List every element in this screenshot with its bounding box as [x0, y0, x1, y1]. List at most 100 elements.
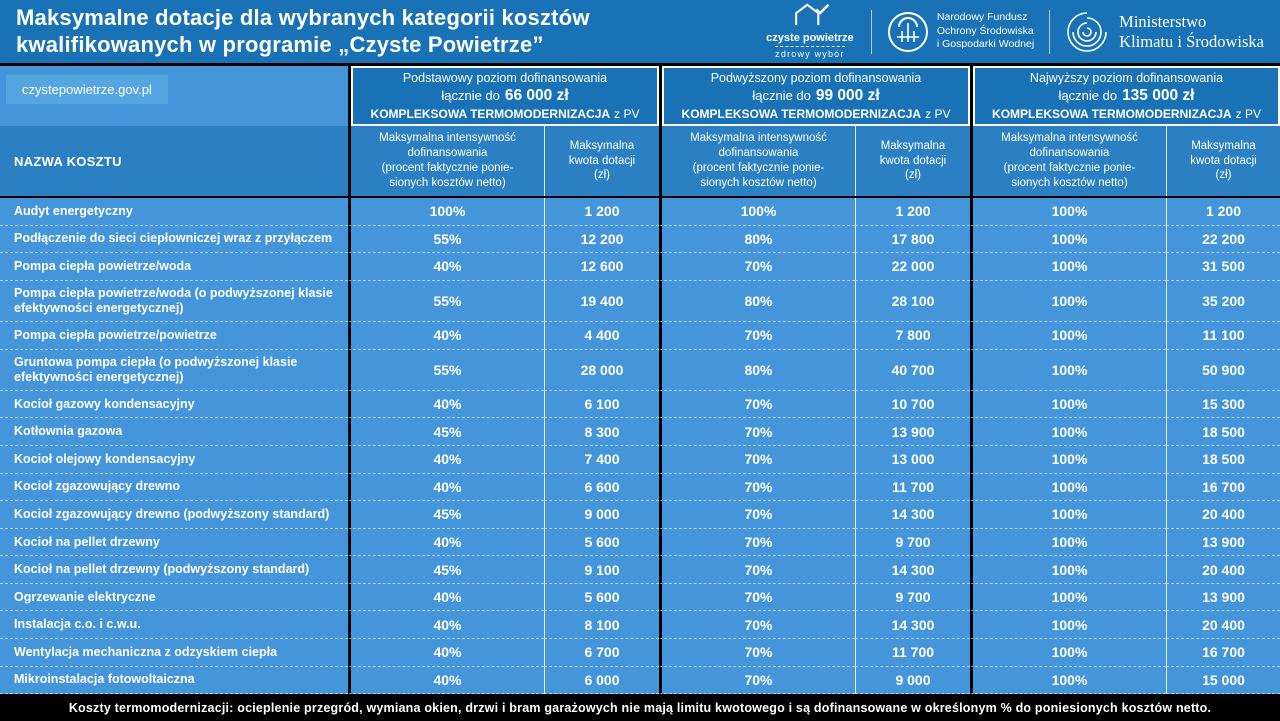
table-row: Pompa ciepła powietrze/woda 40% 12 600 7…: [0, 253, 1280, 281]
intensity-value-cell: 100%: [970, 583, 1166, 612]
cost-name-cell: Instalacja c.o. i c.w.u.: [0, 611, 348, 639]
table-row: Kocioł zgazowujący drewno (podwyższony s…: [0, 501, 1280, 529]
amount-value-cell: 6 000: [544, 666, 659, 695]
nfosigw-emblem-icon: [887, 11, 928, 52]
amount-value-cell: 15 300: [1166, 390, 1280, 419]
header-band: Maksymalne dotacje dla wybranych kategor…: [0, 0, 1280, 66]
amount-value-cell: 6 100: [544, 390, 659, 419]
amount-value-cell: 18 500: [1166, 446, 1280, 474]
logo-group: czyste powietrze zdrowy wybór Narodowy F…: [764, 2, 1264, 62]
intensity-value-cell: 40%: [348, 611, 544, 639]
footer-note: Koszty termomodernizacji: ocieplenie prz…: [0, 694, 1280, 721]
intensity-value-cell: 55%: [348, 280, 544, 323]
intensity-value-cell: 40%: [348, 390, 544, 419]
amount-value-cell: 13 900: [855, 418, 970, 447]
amount-value-cell: 9 100: [544, 556, 659, 584]
table-row: Instalacja c.o. i c.w.u. 40% 8 100 70% 1…: [0, 611, 1280, 639]
cost-name-cell: Mikroinstalacja fotowoltaiczna: [0, 667, 348, 695]
amount-value-cell: 17 800: [855, 225, 970, 254]
gov-link-badge[interactable]: czystepowietrze.gov.pl: [6, 75, 168, 104]
amount-value-cell: 8 100: [544, 611, 659, 639]
cost-name-cell: Kocioł na pellet drzewny: [0, 529, 348, 557]
subheader-amount-highest: Maksymalna kwota dotacji (zł): [1166, 126, 1280, 196]
amount-value-cell: 28 100: [855, 280, 970, 323]
table-row: Kocioł zgazowujący drewno 40% 6 600 70% …: [0, 473, 1280, 502]
table-row: Ogrzewanie elektryczne 40% 5 600 70% 9 7…: [0, 583, 1280, 612]
group-subtitle: KOMPLEKSOWA TERMOMODERNIZACJA: [681, 107, 922, 121]
intensity-value-cell: 100%: [970, 225, 1166, 254]
intensity-value-cell: 100%: [970, 528, 1166, 557]
amount-value-cell: 9 700: [855, 528, 970, 557]
gov-link-area: czystepowietrze.gov.pl: [0, 66, 348, 126]
group-title: Podstawowy poziom dofinansowania: [402, 71, 608, 85]
subheader-intensity-elevated: Maksymalna intensywność dofinansowania (…: [659, 126, 855, 196]
amount-value-cell: 31 500: [1166, 253, 1280, 281]
intensity-value-cell: 40%: [348, 253, 544, 281]
group-title: Podwyższony poziom dofinansowania: [710, 71, 922, 85]
intensity-value-cell: 70%: [659, 501, 855, 529]
amount-value-cell: 5 600: [544, 583, 659, 612]
amount-value-cell: 13 900: [1166, 528, 1280, 557]
cost-name-cell: Gruntowa pompa ciepła (o podwyższonej kl…: [0, 350, 348, 391]
amount-value-cell: 6 700: [544, 638, 659, 667]
amount-value-cell: 22 000: [855, 253, 970, 281]
table-row: Kotłownia gazowa 45% 8 300 70% 13 900 10…: [0, 418, 1280, 447]
group-amount: 99 000 zł: [815, 87, 880, 104]
amount-value-cell: 22 200: [1166, 225, 1280, 254]
amount-value-cell: 40 700: [855, 349, 970, 391]
amount-value-cell: 1 200: [855, 198, 970, 226]
intensity-value-cell: 100%: [970, 611, 1166, 639]
intensity-value-cell: 70%: [659, 556, 855, 584]
intensity-value-cell: 45%: [348, 418, 544, 447]
intensity-value-cell: 80%: [659, 349, 855, 391]
amount-value-cell: 4 400: [544, 322, 659, 350]
cost-name-cell: Kocioł zgazowujący drewno (podwyższony s…: [0, 501, 348, 529]
name-column-header: NAZWA KOSZTU: [14, 153, 122, 169]
intensity-value-cell: 70%: [659, 528, 855, 557]
subheader-intensity-highest: Maksymalna intensywność dofinansowania (…: [970, 126, 1166, 196]
amount-value-cell: 7 800: [855, 322, 970, 350]
intensity-value-cell: 80%: [659, 280, 855, 323]
group-header-highest: Najwyższy poziom dofinansowania łącznie …: [970, 66, 1280, 126]
amount-value-cell: 6 600: [544, 473, 659, 502]
amount-value-cell: 14 300: [855, 556, 970, 584]
ministry-logo: Ministerstwo Klimatu i Środowiska: [1065, 10, 1264, 54]
amount-value-cell: 18 500: [1166, 418, 1280, 447]
intensity-value-cell: 70%: [659, 666, 855, 695]
intensity-value-cell: 100%: [970, 473, 1166, 502]
intensity-value-cell: 100%: [348, 198, 544, 226]
intensity-value-cell: 55%: [348, 225, 544, 254]
amount-value-cell: 7 400: [544, 446, 659, 474]
group-header-basic: Podstawowy poziom dofinansowania łącznie…: [348, 66, 659, 126]
intensity-value-cell: 40%: [348, 473, 544, 502]
intensity-value-cell: 70%: [659, 583, 855, 612]
intensity-value-cell: 45%: [348, 501, 544, 529]
intensity-value-cell: 70%: [659, 322, 855, 350]
intensity-value-cell: 100%: [659, 198, 855, 226]
amount-value-cell: 8 300: [544, 418, 659, 447]
amount-value-cell: 16 700: [1166, 638, 1280, 667]
group-amount: 66 000 zł: [504, 87, 569, 104]
subheader-amount-basic: Maksymalna kwota dotacji (zł): [544, 126, 659, 196]
intensity-value-cell: 70%: [659, 611, 855, 639]
intensity-value-cell: 40%: [348, 666, 544, 695]
amount-value-cell: 9 000: [544, 501, 659, 529]
czyste-powietrze-logo: czyste powietrze zdrowy wybór: [764, 2, 856, 62]
intensity-value-cell: 100%: [970, 322, 1166, 350]
amount-value-cell: 19 400: [544, 280, 659, 323]
intensity-value-cell: 70%: [659, 390, 855, 419]
cost-name-cell: Pompa ciepła powietrze/woda: [0, 253, 348, 281]
intensity-value-cell: 40%: [348, 528, 544, 557]
page-title: Maksymalne dotacje dla wybranych kategor…: [16, 4, 590, 57]
group-header-elevated: Podwyższony poziom dofinansowania łączni…: [659, 66, 970, 126]
amount-value-cell: 11 700: [855, 473, 970, 502]
table-row: Podłączenie do sieci ciepłowniczej wraz …: [0, 225, 1280, 254]
amount-value-cell: 1 200: [1166, 198, 1280, 226]
intensity-value-cell: 100%: [970, 638, 1166, 667]
amount-value-cell: 20 400: [1166, 501, 1280, 529]
amount-value-cell: 9 700: [855, 583, 970, 612]
intensity-value-cell: 70%: [659, 418, 855, 447]
subheader-intensity-basic: Maksymalna intensywność dofinansowania (…: [348, 126, 544, 196]
ministry-logo-text: Ministerstwo Klimatu i Środowiska: [1119, 11, 1264, 51]
table-row: Kocioł na pellet drzewny (podwyższony st…: [0, 556, 1280, 584]
